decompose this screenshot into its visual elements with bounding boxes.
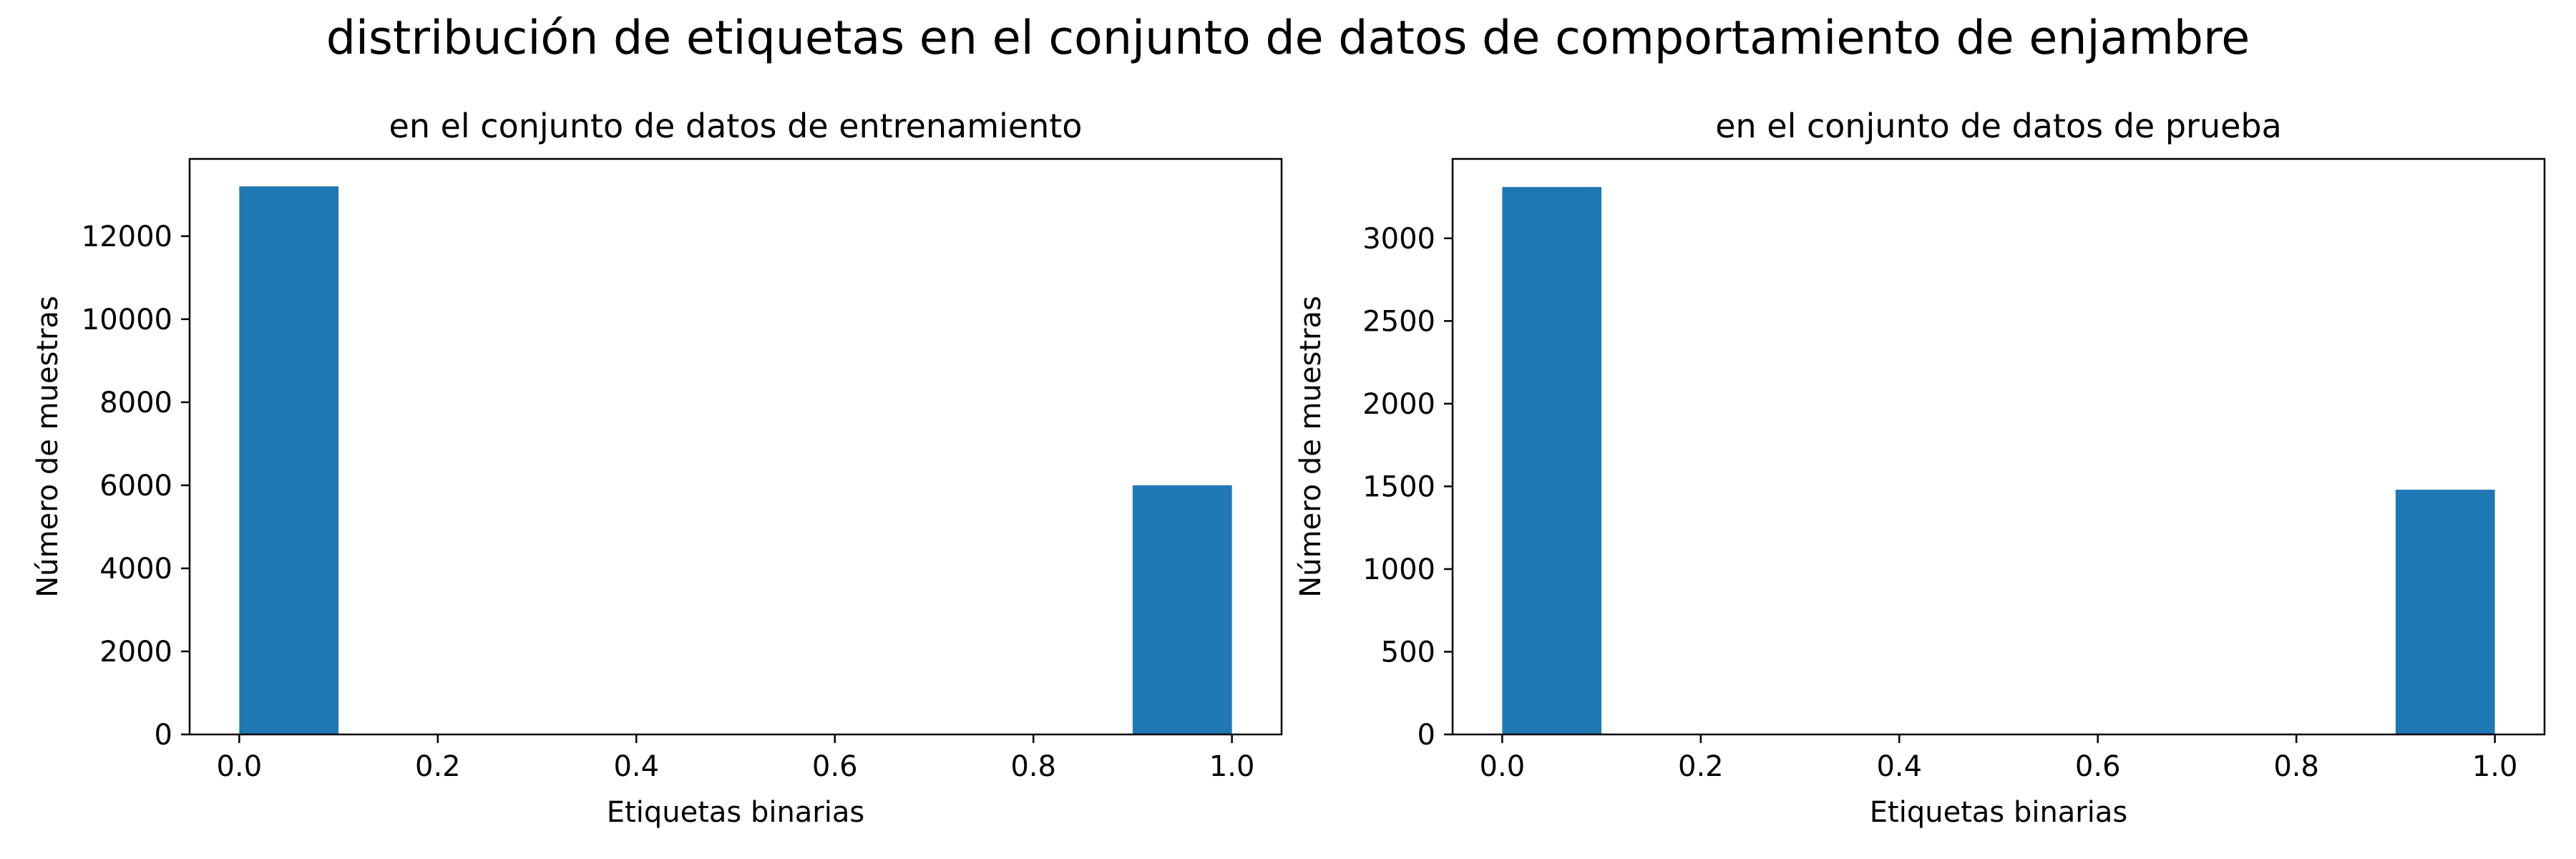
x-axis-label-train: Etiquetas binarias	[607, 796, 864, 829]
axes-frame-test	[1451, 157, 2546, 736]
chart-panels: 0.0 0.2 0.4 0.6 0.8 1.00200040006000800010000…	[31, 107, 2546, 829]
chart-title-test: en el conjunto de datos de prueba	[1715, 107, 2282, 145]
chart-train: 0.0 0.2 0.4 0.6 0.8 1.0 0 2000 4000 6000 8000 10000…	[31, 107, 1283, 829]
y-tick-label-train-0: 0	[155, 719, 172, 752]
x-axis-label-test: Etiquetas binarias	[1870, 796, 2127, 829]
y-tick-label-test-1: 500	[1381, 636, 1435, 669]
x-tick-label-train-5: 1.0	[1209, 750, 1255, 783]
y-tick-label-train-6: 12000	[82, 220, 172, 253]
x-tick-label-test-4: 0.8	[2273, 750, 2319, 783]
y-tick-label-train-1: 2000	[99, 636, 172, 669]
y-tick-label-train-5: 10000	[82, 304, 172, 336]
bar-train-1	[1132, 485, 1232, 734]
x-tick-label-train-2: 0.4	[613, 750, 659, 783]
y-tick-label-train-2: 4000	[99, 553, 172, 586]
x-tick-label-test-2: 0.4	[1876, 750, 1922, 783]
y-axis-label-train: Número de muestras	[31, 296, 64, 598]
figure-suptitle: distribución de etiquetas en el conjunto…	[326, 11, 2250, 65]
y-tick-label-test-0: 0	[1418, 719, 1435, 752]
y-tick-label-train-4: 8000	[99, 387, 172, 419]
y-tick-label-test-3: 1500	[1362, 470, 1435, 503]
x-tick-label-train-1: 0.2	[415, 750, 461, 783]
x-tick-label-train-3: 0.6	[812, 750, 858, 783]
y-tick-label-test-6: 3000	[1362, 223, 1435, 256]
y-tick-label-test-2: 1000	[1362, 553, 1435, 586]
chart-test: 0.0 0.2 0.4 0.6 0.8 1.0 0 500 1000 1500 2000 2500 30…	[1294, 107, 2546, 829]
x-tick-label-test-1: 0.2	[1678, 750, 1724, 783]
x-tick-label-test-3: 0.6	[2075, 750, 2121, 783]
x-tick-label-test-0: 0.0	[1480, 750, 1526, 783]
y-axis-label-test: Número de muestras	[1294, 296, 1327, 598]
bar-train-0	[239, 186, 339, 734]
axes-frame-train	[188, 157, 1283, 736]
chart-title-train: en el conjunto de datos de entrenamiento	[389, 107, 1083, 145]
y-tick-label-train-3: 6000	[99, 470, 172, 503]
x-tick-label-train-0: 0.0	[217, 750, 263, 783]
y-tick-label-test-4: 2000	[1362, 388, 1435, 421]
bar-test-1	[2395, 490, 2495, 734]
bar-test-0	[1502, 187, 1602, 734]
y-tick-label-test-5: 2500	[1362, 305, 1435, 338]
x-tick-label-train-4: 0.8	[1010, 750, 1056, 783]
x-tick-label-test-5: 1.0	[2472, 750, 2518, 783]
